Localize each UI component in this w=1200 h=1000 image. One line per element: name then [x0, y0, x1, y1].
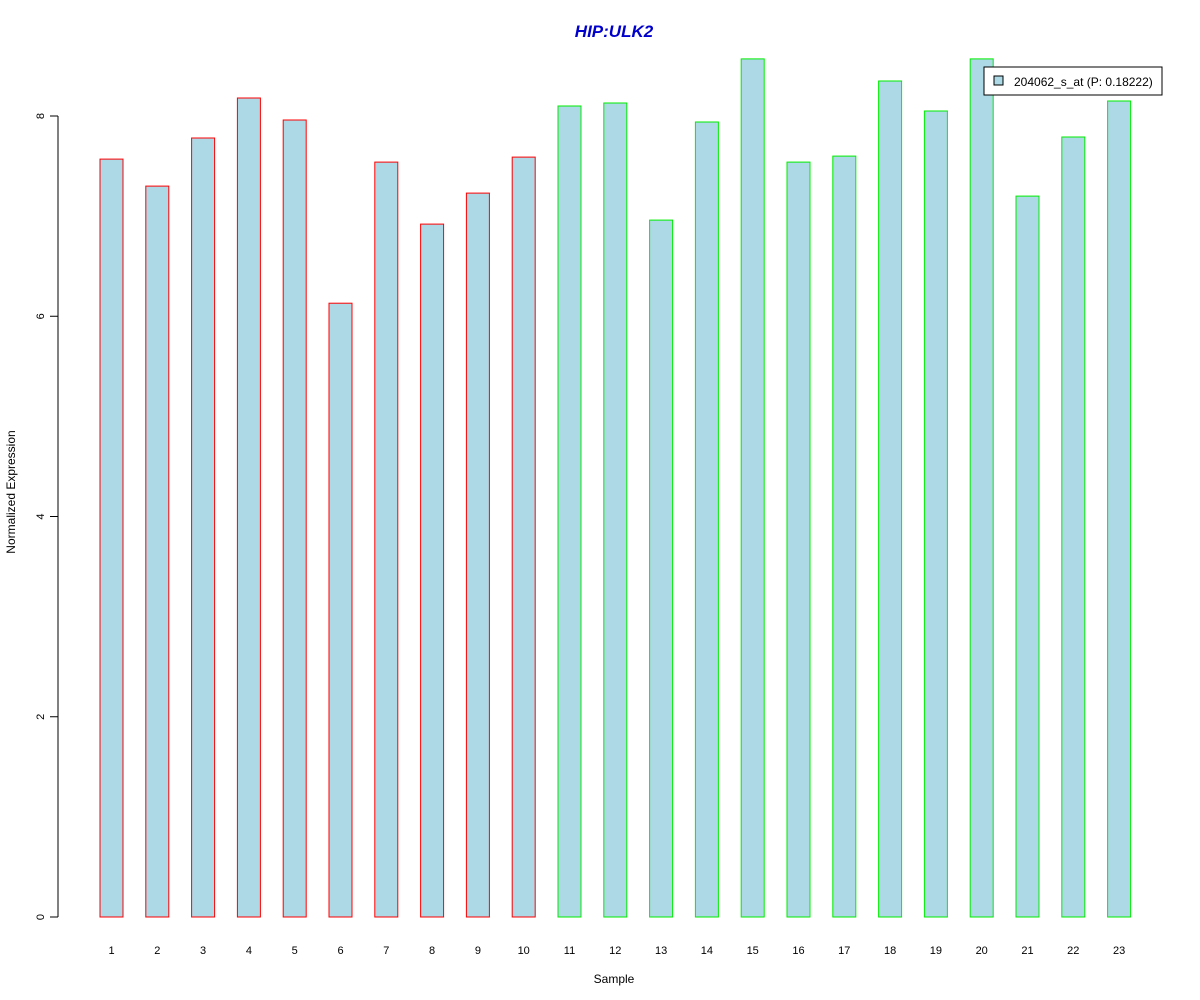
- y-tick-label: 4: [35, 513, 47, 519]
- x-tick-label: 1: [108, 945, 114, 957]
- x-tick-label: 20: [976, 945, 988, 957]
- bar-11: [557, 105, 582, 918]
- x-tick-label: 4: [246, 945, 252, 957]
- bar-5: [282, 119, 307, 918]
- x-tick-label: 22: [1067, 945, 1079, 957]
- bar-21: [1015, 195, 1040, 918]
- x-tick-label: 8: [429, 945, 435, 957]
- bar-2: [145, 185, 170, 918]
- x-axis-label: Sample: [594, 972, 635, 986]
- bar-22: [1061, 136, 1086, 918]
- bar-10: [511, 156, 536, 918]
- x-tick-label: 10: [518, 945, 530, 957]
- bar-3: [191, 137, 216, 918]
- bar-18: [878, 80, 903, 918]
- x-tick-label: 3: [200, 945, 206, 957]
- bar-14: [694, 121, 719, 918]
- bar-7: [374, 161, 399, 918]
- bar-1: [99, 158, 124, 918]
- x-tick-label: 15: [747, 945, 759, 957]
- x-tick-label: 2: [154, 945, 160, 957]
- bar-13: [649, 219, 674, 918]
- x-tick-label: 14: [701, 945, 713, 957]
- bar-17: [832, 155, 857, 918]
- bars: [99, 58, 1132, 918]
- x-tick-label: 16: [792, 945, 804, 957]
- x-tick-label: 13: [655, 945, 667, 957]
- bar-15: [740, 58, 765, 918]
- legend-label: 204062_s_at (P: 0.18222): [1014, 75, 1153, 89]
- bar-16: [786, 161, 811, 918]
- bar-6: [328, 302, 353, 918]
- bar-8: [420, 223, 445, 918]
- x-tick-label: 7: [383, 945, 389, 957]
- y-tick-label: 6: [35, 313, 47, 319]
- x-tick-label: 9: [475, 945, 481, 957]
- chart-title: HIP:ULK2: [575, 22, 654, 41]
- x-tick-label: 17: [838, 945, 850, 957]
- bar-19: [923, 110, 948, 918]
- bar-4: [236, 97, 261, 918]
- y-tick-label: 0: [35, 914, 47, 920]
- x-tick-label: 5: [292, 945, 298, 957]
- legend: 204062_s_at (P: 0.18222): [983, 66, 1163, 96]
- x-tick-label: 12: [609, 945, 621, 957]
- x-tick-label: 18: [884, 945, 896, 957]
- legend-box: [983, 66, 1163, 96]
- x-tick-label: 23: [1113, 945, 1125, 957]
- x-tick-label: 6: [337, 945, 343, 957]
- legend-swatch: [993, 75, 1004, 86]
- x-axis-tick-labels: 1 2 3 4 5 6 7 8 9 10 11 12 13 14 15 16 17 18 19 20 21 22 23: [108, 945, 1125, 957]
- bar-12: [603, 102, 628, 918]
- bar-23: [1107, 100, 1132, 918]
- x-tick-label: 19: [930, 945, 942, 957]
- y-tick-label: 2: [35, 714, 47, 720]
- y-axis-label: Normalized Expression: [4, 430, 18, 553]
- x-tick-label: 11: [564, 945, 575, 957]
- bar-20: [969, 58, 994, 918]
- y-axis: 0 2 4 6 8: [35, 113, 59, 920]
- bar-9: [465, 192, 490, 918]
- x-tick-label: 21: [1021, 945, 1033, 957]
- y-tick-label: 8: [35, 113, 47, 119]
